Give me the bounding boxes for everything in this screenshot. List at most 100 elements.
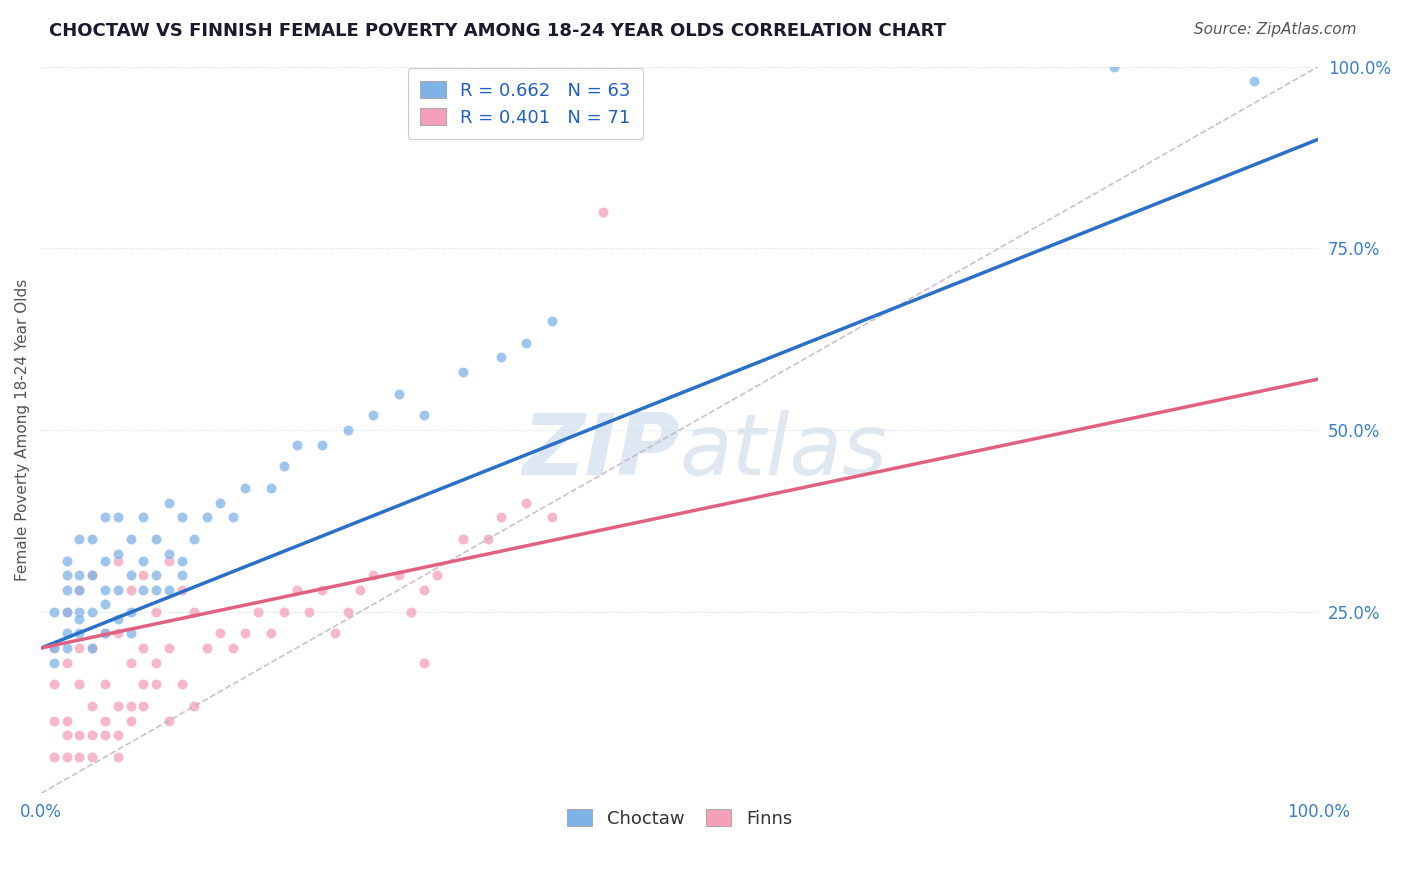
Point <box>132 677 155 691</box>
Point <box>311 582 333 597</box>
Point <box>55 605 77 619</box>
Point <box>42 640 65 655</box>
Point <box>94 728 117 742</box>
Point <box>1102 60 1125 74</box>
Point <box>55 582 77 597</box>
Point <box>42 656 65 670</box>
Point <box>94 626 117 640</box>
Point <box>67 640 90 655</box>
Point <box>515 496 537 510</box>
Point <box>170 582 193 597</box>
Point <box>67 677 90 691</box>
Point <box>183 605 205 619</box>
Point <box>55 656 77 670</box>
Text: CHOCTAW VS FINNISH FEMALE POVERTY AMONG 18-24 YEAR OLDS CORRELATION CHART: CHOCTAW VS FINNISH FEMALE POVERTY AMONG … <box>49 22 946 40</box>
Point <box>208 626 231 640</box>
Point <box>285 437 308 451</box>
Point <box>361 409 384 423</box>
Point <box>42 605 65 619</box>
Point <box>120 605 142 619</box>
Point <box>477 532 499 546</box>
Point <box>67 750 90 764</box>
Point <box>82 568 104 582</box>
Point <box>94 598 117 612</box>
Point <box>67 582 90 597</box>
Point <box>157 714 180 728</box>
Point <box>120 714 142 728</box>
Point <box>107 612 129 626</box>
Point <box>107 699 129 714</box>
Point <box>183 699 205 714</box>
Point <box>94 554 117 568</box>
Point <box>145 532 167 546</box>
Point <box>145 582 167 597</box>
Point <box>401 605 423 619</box>
Legend: Choctaw, Finns: Choctaw, Finns <box>560 802 800 835</box>
Point <box>489 510 512 524</box>
Point <box>145 568 167 582</box>
Point <box>195 510 218 524</box>
Point <box>311 437 333 451</box>
Text: Source: ZipAtlas.com: Source: ZipAtlas.com <box>1194 22 1357 37</box>
Point <box>67 532 90 546</box>
Point <box>426 568 449 582</box>
Point <box>55 568 77 582</box>
Point <box>107 728 129 742</box>
Point <box>120 656 142 670</box>
Point <box>349 582 371 597</box>
Point <box>157 640 180 655</box>
Point <box>107 582 129 597</box>
Point <box>55 605 77 619</box>
Point <box>120 582 142 597</box>
Point <box>413 582 436 597</box>
Point <box>170 568 193 582</box>
Point <box>132 554 155 568</box>
Point <box>107 554 129 568</box>
Point <box>55 714 77 728</box>
Point <box>82 568 104 582</box>
Text: atlas: atlas <box>679 410 887 493</box>
Point <box>195 640 218 655</box>
Point <box>273 605 295 619</box>
Point <box>170 677 193 691</box>
Point <box>42 714 65 728</box>
Point <box>247 605 270 619</box>
Point <box>221 510 243 524</box>
Point <box>145 656 167 670</box>
Point <box>145 677 167 691</box>
Y-axis label: Female Poverty Among 18-24 Year Olds: Female Poverty Among 18-24 Year Olds <box>15 279 30 581</box>
Point <box>94 510 117 524</box>
Point <box>132 699 155 714</box>
Point <box>120 699 142 714</box>
Point <box>336 605 359 619</box>
Point <box>541 510 564 524</box>
Point <box>107 750 129 764</box>
Point <box>413 656 436 670</box>
Point <box>592 205 614 219</box>
Point <box>361 568 384 582</box>
Point <box>273 459 295 474</box>
Point <box>451 532 474 546</box>
Point <box>67 626 90 640</box>
Point <box>42 640 65 655</box>
Point <box>82 605 104 619</box>
Point <box>260 481 283 495</box>
Point <box>132 510 155 524</box>
Point <box>82 699 104 714</box>
Point <box>260 626 283 640</box>
Point <box>82 640 104 655</box>
Point <box>55 626 77 640</box>
Point <box>82 728 104 742</box>
Point <box>183 532 205 546</box>
Point <box>451 365 474 379</box>
Point <box>336 423 359 437</box>
Point <box>221 640 243 655</box>
Point <box>132 568 155 582</box>
Point <box>413 409 436 423</box>
Point <box>120 532 142 546</box>
Point <box>157 496 180 510</box>
Point <box>541 314 564 328</box>
Point <box>67 605 90 619</box>
Text: ZIP: ZIP <box>522 410 679 493</box>
Point <box>170 510 193 524</box>
